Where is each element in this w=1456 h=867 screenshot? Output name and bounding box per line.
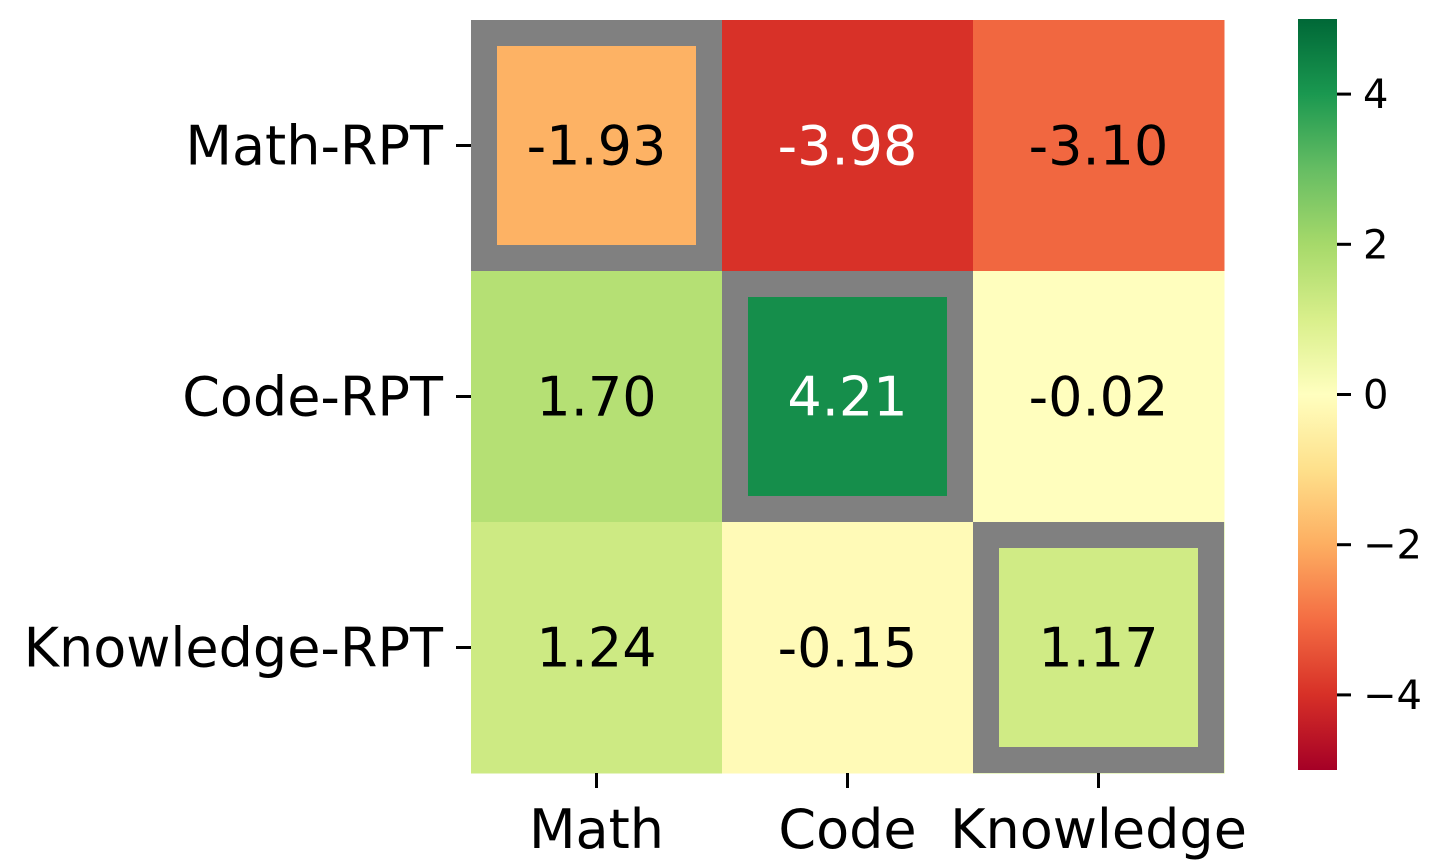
y-tick-label: Knowledge-RPT	[24, 617, 444, 680]
cell-value-label: -3.98	[778, 115, 918, 178]
x-tick-label: Math	[529, 798, 664, 861]
colorbar-gradient	[1298, 19, 1337, 770]
axes: Math-RPT Code-RPT Knowledge-RPT Math Code Kno…	[24, 115, 1247, 862]
colorbar-tick-label: −2	[1363, 523, 1422, 569]
cell-value-label: 1.70	[536, 366, 656, 429]
colorbar: 4 2 0 −2 −4	[1298, 19, 1422, 770]
colorbar-tick-label: −4	[1363, 673, 1422, 719]
cell-value-label: -0.02	[1029, 366, 1169, 429]
colorbar-tick-label: 2	[1363, 222, 1388, 268]
heatmap-cells	[471, 20, 1225, 774]
diagonal-highlights	[471, 20, 1224, 773]
highlight-border	[722, 271, 973, 522]
colorbar-tick-label: 0	[1363, 373, 1388, 419]
y-tick-label: Math-RPT	[185, 115, 444, 178]
cell-value-labels: -1.93 -3.98 -3.10 1.70 4.21 -0.02 1.24 -0.15 1.1…	[527, 115, 1169, 680]
heatmap-cell	[722, 271, 974, 523]
heatmap-cell	[471, 20, 723, 272]
cell-value-label: -0.15	[778, 617, 918, 680]
highlight-border	[471, 20, 722, 271]
heatmap-cell	[973, 522, 1225, 774]
heatmap-cell	[722, 522, 974, 774]
heatmap-cell	[973, 271, 1225, 523]
y-tick-label: Code-RPT	[182, 366, 444, 429]
x-tick-label: Knowledge	[950, 798, 1247, 861]
cell-value-label: 4.21	[787, 366, 907, 429]
cell-value-label: -1.93	[527, 115, 667, 178]
heatmap-cell	[471, 522, 723, 774]
cell-value-label: -3.10	[1029, 115, 1169, 178]
heatmap-cell	[722, 20, 974, 272]
heatmap-cell	[973, 20, 1225, 272]
cell-value-label: 1.24	[536, 617, 656, 680]
x-tick-label: Code	[778, 798, 916, 861]
colorbar-tick-label: 4	[1363, 72, 1388, 118]
cell-value-label: 1.17	[1038, 617, 1158, 680]
heatmap-cell	[471, 271, 723, 523]
highlight-border	[973, 522, 1224, 773]
